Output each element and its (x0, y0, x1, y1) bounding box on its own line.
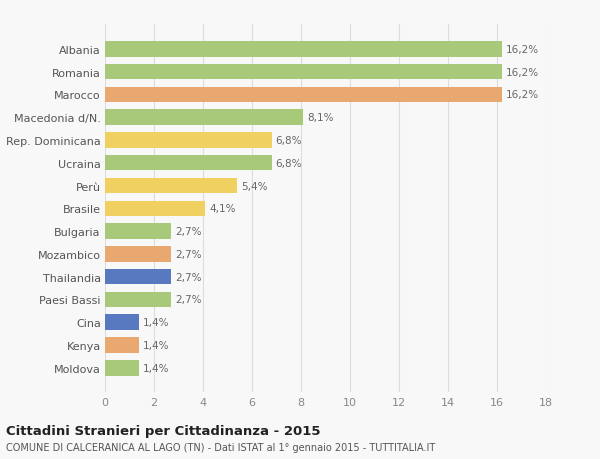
Bar (105, 110, 304, 126)
Text: 1,4%: 1,4% (143, 318, 169, 328)
Bar (105, 337, 139, 353)
Text: 16,2%: 16,2% (506, 90, 539, 100)
Text: 2,7%: 2,7% (175, 295, 202, 305)
Bar (105, 179, 238, 194)
Bar (105, 224, 171, 239)
Bar (105, 133, 272, 148)
Text: 2,7%: 2,7% (175, 272, 202, 282)
Bar (105, 156, 272, 171)
Text: 2,7%: 2,7% (175, 249, 202, 259)
Text: 8,1%: 8,1% (307, 113, 334, 123)
Text: 1,4%: 1,4% (143, 340, 169, 350)
Text: Cittadini Stranieri per Cittadinanza - 2015: Cittadini Stranieri per Cittadinanza - 2… (6, 425, 320, 437)
Bar (105, 246, 171, 262)
Bar (105, 201, 205, 217)
Text: 1,4%: 1,4% (143, 363, 169, 373)
Bar (105, 269, 171, 285)
Text: 16,2%: 16,2% (506, 45, 539, 55)
Text: 2,7%: 2,7% (175, 227, 202, 236)
Bar (105, 292, 171, 308)
Text: COMUNE DI CALCERANICA AL LAGO (TN) - Dati ISTAT al 1° gennaio 2015 - TUTTITALIA.: COMUNE DI CALCERANICA AL LAGO (TN) - Dat… (6, 442, 435, 452)
Text: 6,8%: 6,8% (275, 136, 302, 146)
Text: 5,4%: 5,4% (241, 181, 268, 191)
Bar (105, 65, 502, 80)
Text: 4,1%: 4,1% (209, 204, 236, 214)
Bar (105, 360, 139, 376)
Text: 16,2%: 16,2% (506, 67, 539, 78)
Bar (105, 42, 502, 57)
Bar (105, 315, 139, 330)
Bar (105, 87, 502, 103)
Text: 6,8%: 6,8% (275, 158, 302, 168)
